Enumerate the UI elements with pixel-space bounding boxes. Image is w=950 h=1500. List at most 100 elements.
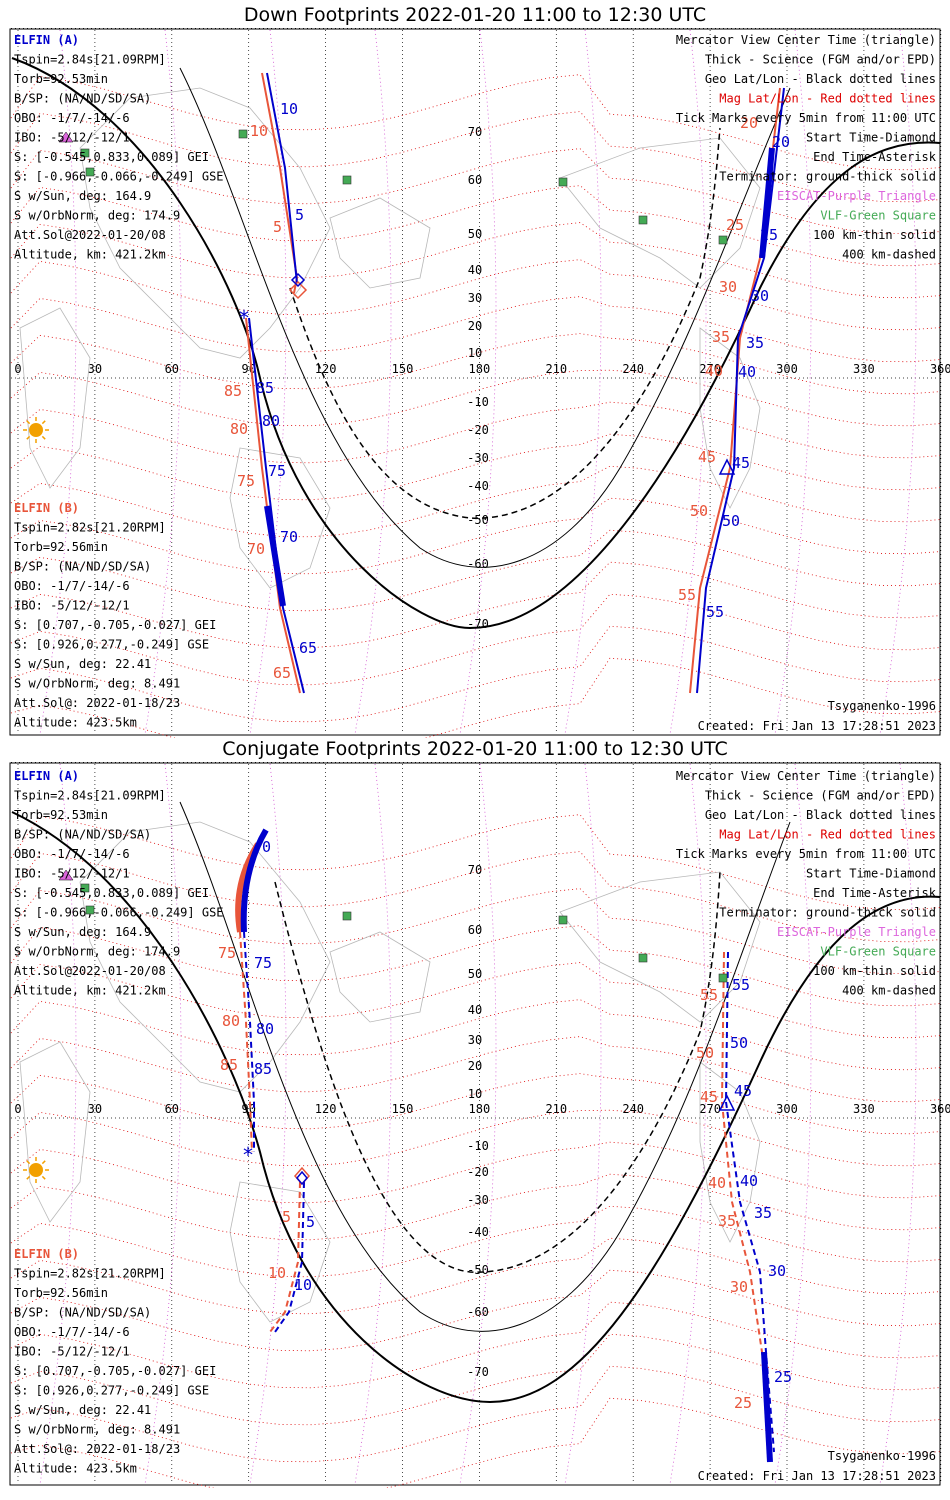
mag-longitude-line	[39, 29, 77, 735]
elfin-b-info-line: S: [0.707,-0.705,-0.027] GEI	[14, 1364, 216, 1378]
mag-latitude-line	[10, 222, 941, 299]
elfin-b-info-line: Tspin=2.82s[21.20RPM]	[14, 1267, 166, 1281]
mag-latitude-line	[10, 296, 941, 363]
latitude-label: 70	[468, 863, 482, 877]
mag-latitude-line	[10, 1109, 941, 1167]
vlf-station-marker	[558, 915, 568, 925]
mag-longitude-line	[459, 29, 497, 735]
sun-ray	[26, 420, 31, 425]
elfin-a-info-line: Tspin=2.84s[21.09RPM]	[14, 789, 166, 803]
mag-latitude-line	[10, 1036, 941, 1103]
elfin-a-tick-label: 50	[722, 512, 740, 530]
elfin-b-info-line: Altitude: 423.5km	[14, 1462, 137, 1476]
mag-longitude-line	[669, 29, 707, 735]
longitude-label: 150	[392, 1102, 414, 1116]
elfin-a-tick-label: 80	[262, 412, 280, 430]
latitude-label: 60	[468, 173, 482, 187]
elfin-a-info-line: Att.Sol@2022-01-20/08	[14, 964, 166, 978]
elfin-a-tick-label: 85	[256, 379, 274, 397]
latitude-label: -70	[467, 1365, 489, 1379]
model-label: Tsyganenko-1996	[828, 699, 936, 713]
elfin-b-info-line: S w/OrbNorm, deg: 8.491	[14, 1423, 180, 1437]
elfin-a-tick-label: 40	[740, 1172, 758, 1190]
mag-longitude-line	[774, 29, 812, 735]
latitude-label: -40	[467, 1225, 489, 1239]
elfin-a-tick-label: 5	[295, 206, 304, 224]
elfin-b-tick-label: 80	[230, 420, 248, 438]
longitude-label: 30	[88, 1102, 102, 1116]
elfin-a-science-segment	[759, 147, 775, 259]
top-panel-title: Down Footprints 2022-01-20 11:00 to 12:3…	[243, 4, 707, 26]
sun-ray	[26, 435, 31, 440]
mag-longitude-line	[879, 763, 917, 1485]
elfin-b-info-line: Altitude: 423.5km	[14, 716, 137, 730]
sun-ray	[41, 435, 46, 440]
latitude-label: 60	[468, 923, 482, 937]
elfin-b-tick-label: 5	[273, 218, 282, 236]
latitude-label: 50	[468, 227, 482, 241]
elfin-a-tick-label: 55	[732, 976, 750, 994]
longitude-label: 210	[545, 362, 567, 376]
elfin-b-tick-label: 85	[220, 1056, 238, 1074]
longitude-label: 300	[776, 362, 798, 376]
legend-item: VLF-Green Square	[820, 945, 936, 959]
legend-item: End Time-Asterisk	[813, 886, 937, 900]
legend-item: Start Time-Diamond	[806, 867, 936, 881]
elfin-a-tick-label: 50	[730, 1034, 748, 1052]
mag-latitude-line	[10, 1365, 941, 1463]
start-diamond-marker	[290, 272, 306, 288]
elfin-b-tick-label: 50	[696, 1044, 714, 1062]
mag-latitude-line	[10, 1333, 941, 1426]
vlf-station-marker	[80, 883, 90, 893]
legend-item: EISCAT-Purple Triangle	[777, 925, 936, 939]
legend-item: Start Time-Diamond	[806, 131, 936, 145]
elfin-a-tick-label: 20	[772, 133, 790, 151]
elfin-a-tick-label: 65	[299, 639, 317, 657]
elfin-a-tick-label: 70	[280, 528, 298, 546]
elfin-a-science-segment	[264, 505, 286, 607]
legend-item: Geo Lat/Lon - Black dotted lines	[705, 808, 936, 822]
elfin-a-info-line: Att.Sol@2022-01-20/08	[14, 228, 166, 242]
latitude-label: 20	[468, 1059, 482, 1073]
mag-latitude-line	[10, 185, 941, 267]
longitude-label: 180	[469, 362, 491, 376]
mag-latitude-line	[10, 259, 941, 331]
vlf-station-marker	[80, 148, 90, 158]
elfin-b-tick-label: 55	[678, 586, 696, 604]
mag-latitude-line	[10, 1073, 941, 1135]
elfin-b-title: ELFIN (B)	[14, 1247, 79, 1261]
mag-latitude-line	[10, 962, 941, 1039]
sun-icon	[29, 1163, 43, 1177]
elfin-a-tick-label: 5	[306, 1213, 315, 1231]
map-frame	[9, 28, 941, 736]
mag-latitude-line	[10, 814, 941, 911]
elfin-a-tick-label: 80	[256, 1020, 274, 1038]
latitude-label: 40	[468, 263, 482, 277]
eiscat-triangle-marker	[58, 869, 74, 881]
elfin-a-info-line: OBO: -1/7/-14/-6	[14, 847, 130, 861]
elfin-a-info-line: Torb=92.53min	[14, 72, 108, 86]
longitude-label: 180	[469, 1102, 491, 1116]
elfin-a-info-line: S w/Sun, deg: 164.9	[14, 189, 151, 203]
mag-latitude-line	[10, 1205, 941, 1278]
longitude-label: 60	[165, 1102, 179, 1116]
end-asterisk-marker: *	[242, 1143, 254, 1167]
mag-latitude-line	[10, 1269, 941, 1352]
mag-latitude-line	[10, 433, 941, 501]
elfin-a-info-line: S: [-0.966,-0.066,-0.249] GSE	[14, 906, 224, 920]
latitude-label: -10	[467, 1139, 489, 1153]
elfin-a-tick-label: 30	[768, 1262, 786, 1280]
elfin-a-track	[266, 72, 298, 284]
coastline	[559, 137, 761, 289]
latitude-label: -50	[467, 1263, 489, 1277]
elfin-b-info-line: S: [0.926,0.277,-0.249] GSE	[14, 638, 209, 652]
elfin-b-info-line: B/SP: (NA/ND/SD/SA)	[14, 1306, 151, 1320]
elfin-a-info-line: S: [-0.966,-0.066,-0.249] GSE	[14, 170, 224, 184]
mag-longitude-line	[879, 29, 917, 735]
mag-latitude-line	[10, 1173, 941, 1241]
longitude-label: 330	[853, 1102, 875, 1116]
latitude-label: -10	[467, 395, 489, 409]
elfin-b-track	[269, 1181, 301, 1333]
elfin-a-tick-label: 75	[268, 462, 286, 480]
elfin-b-info-line: S w/OrbNorm, deg: 8.491	[14, 677, 180, 691]
